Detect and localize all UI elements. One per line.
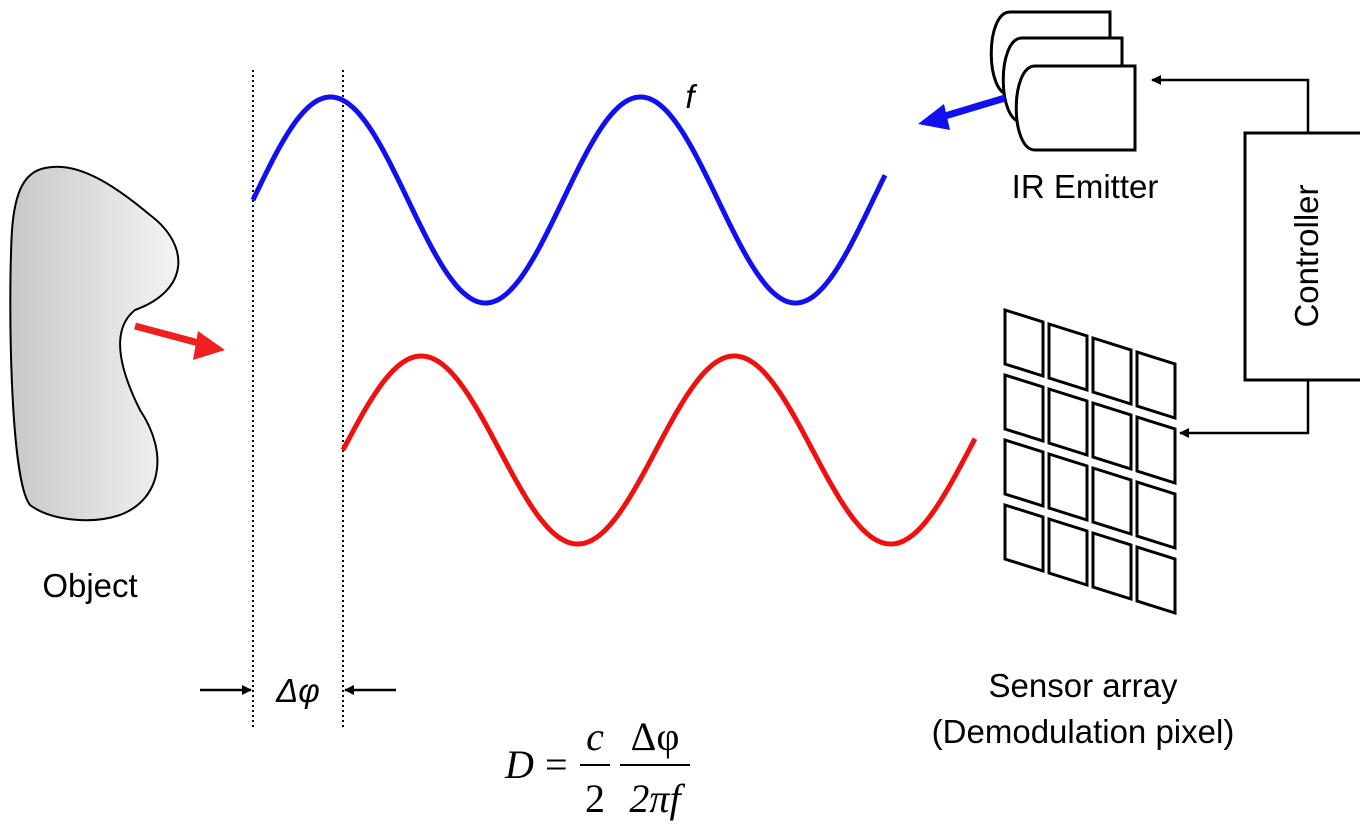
formula: D = c 2 Δφ 2πf [504, 714, 690, 821]
pixel [1047, 516, 1089, 588]
emitter-label: IR Emitter [1012, 168, 1159, 205]
sensor-array [1003, 307, 1177, 616]
emit-arrow-head [918, 104, 950, 130]
pixel [1003, 437, 1045, 509]
pixel [1091, 400, 1133, 472]
controller-box [1243, 131, 1360, 382]
pixel [1003, 307, 1045, 379]
pixel [1091, 465, 1133, 537]
formula-den: 2 [585, 776, 605, 821]
formula-lhs: D [504, 742, 534, 787]
phase-label: Δφ [275, 672, 320, 709]
formula-eq: = [545, 742, 568, 787]
formula-num: c [586, 714, 604, 759]
pixel [1003, 372, 1045, 444]
pixel [1047, 386, 1089, 458]
pixel [1091, 335, 1133, 407]
object-label: Object [42, 567, 137, 604]
pixel [1135, 544, 1177, 616]
received-wave [340, 353, 978, 547]
pixel [1091, 530, 1133, 602]
control-line [1151, 75, 1310, 133]
object-shape [9, 165, 180, 522]
sensor-label: Sensor array [989, 667, 1178, 704]
emitted-wave [250, 94, 888, 306]
sensor-note: (Demodulation pixel) [932, 713, 1235, 750]
controller-label: Controller [1288, 184, 1325, 327]
pixel [1135, 414, 1177, 486]
pixel [1135, 349, 1177, 421]
control-line [1179, 380, 1310, 438]
ir-emitter [989, 10, 1137, 152]
pixel [1047, 451, 1089, 523]
frequency-label: f [685, 78, 698, 115]
pixel [1003, 502, 1045, 574]
reflect-arrow-head [193, 331, 225, 360]
emit-arrow [943, 94, 1007, 120]
pixel [1047, 321, 1089, 393]
formula-num: Δφ [631, 714, 680, 759]
formula-den: 2πf [629, 776, 685, 821]
pixel [1135, 479, 1177, 551]
